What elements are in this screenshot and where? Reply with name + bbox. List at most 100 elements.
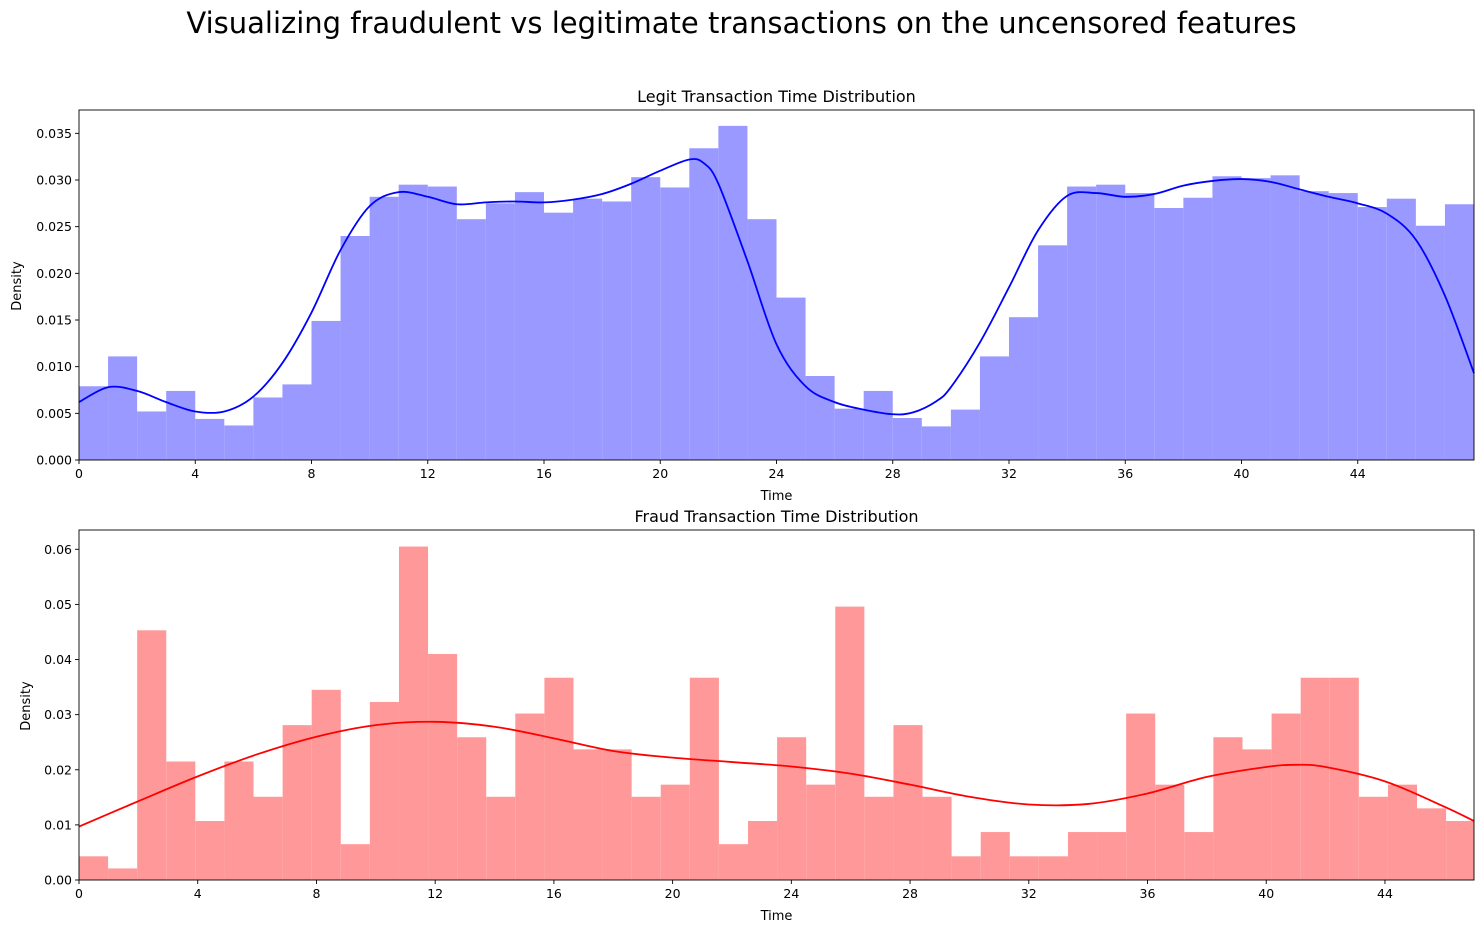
fraud-bar — [1213, 737, 1243, 880]
fraud-bar — [340, 844, 370, 880]
legit-bar — [1067, 186, 1097, 460]
legit-bar — [979, 356, 1009, 460]
legit-bar — [1125, 193, 1155, 460]
fraud-bar — [835, 606, 865, 880]
fraud-bar — [1242, 749, 1272, 880]
legit-bar — [1183, 197, 1213, 461]
legit-y-tick-label: 0.020 — [36, 266, 72, 281]
fraud-bar — [893, 725, 923, 880]
legit-x-axis-label: Time — [760, 489, 793, 504]
legit-x-tick-label: 4 — [191, 466, 199, 481]
fraud-kde-line — [78, 720, 1475, 828]
fraud-bar — [108, 868, 138, 880]
fraud-axes-frame — [78, 529, 1475, 881]
fraud-y-tick-label: 0.06 — [44, 542, 72, 557]
fraud-x-tick-label: 44 — [1377, 886, 1393, 901]
fraud-x-tick-label: 24 — [783, 886, 799, 901]
fraud-bar — [602, 749, 632, 880]
fraud-bar — [951, 856, 981, 880]
fraud-bar — [79, 856, 109, 880]
legit-x-tick-label: 40 — [1234, 466, 1250, 481]
fraud-x-tick-label: 8 — [312, 886, 320, 901]
legit-bar — [950, 409, 980, 460]
fraud-y-axis-label: Density — [19, 681, 34, 731]
legit-x-tick-label: 0 — [75, 466, 83, 481]
legit-bar — [282, 384, 312, 460]
legit-bar — [1038, 245, 1068, 460]
legit-y-tick-label: 0.010 — [36, 359, 72, 374]
legit-bar — [573, 198, 603, 461]
legit-bar — [1357, 207, 1387, 460]
fraud-y-tick-label: 0.05 — [44, 597, 72, 612]
legit-bar — [195, 418, 225, 460]
legit-x-tick-label: 28 — [885, 466, 901, 481]
fraud-bar — [1009, 856, 1039, 880]
fraud-bar — [718, 844, 749, 880]
fraud-bar — [806, 784, 836, 880]
legit-bar — [631, 177, 661, 460]
legit-y-tick-label: 0.035 — [36, 126, 72, 141]
legit-bar — [1241, 178, 1271, 460]
legit-bar — [805, 376, 835, 460]
legit-bar — [863, 390, 893, 460]
fraud-x-tick-label: 4 — [194, 886, 202, 901]
fraud-bar — [253, 796, 283, 880]
fraud-bar — [1038, 856, 1068, 880]
fraud-bar — [689, 677, 719, 880]
fraud-bar — [1067, 832, 1098, 880]
fraud-y-tick-label: 0.04 — [44, 652, 72, 667]
fraud-bar — [1097, 832, 1127, 880]
legit-bar — [369, 196, 399, 461]
legit-x-tick-label: 36 — [1117, 466, 1133, 481]
legit-kde-line — [78, 158, 1475, 416]
legit-bar — [892, 418, 922, 460]
fraud-bar — [1358, 796, 1388, 880]
fraud-panel: Fraud Transaction Time Distribution Time… — [19, 507, 1475, 924]
legit-bar — [1328, 193, 1358, 460]
fraud-x-tick-label: 32 — [1021, 886, 1037, 901]
legit-y-tick-label: 0.030 — [36, 173, 72, 188]
fraud-bar — [922, 796, 952, 880]
fraud-bar — [369, 701, 399, 880]
fraud-bar — [1300, 677, 1330, 880]
legit-bar — [921, 426, 951, 460]
legit-bar — [1096, 184, 1126, 461]
legit-bar — [224, 425, 254, 460]
fraud-bar — [980, 832, 1010, 880]
fraud-x-tick-label: 40 — [1258, 886, 1274, 901]
fraud-bar — [166, 761, 196, 880]
legit-bar — [398, 184, 428, 461]
fraud-bar — [573, 749, 603, 880]
fraud-bar — [1271, 713, 1301, 880]
legit-bar — [834, 408, 864, 460]
legit-x-tick-label: 16 — [536, 466, 552, 481]
figure-title: Visualizing fraudulent vs legitimate tra… — [186, 6, 1296, 40]
fraud-bar — [1329, 677, 1359, 880]
fraud-bar — [1184, 832, 1214, 880]
legit-bar — [1270, 175, 1300, 460]
fraud-y-tick-label: 0.01 — [44, 817, 72, 832]
fraud-x-tick-label: 16 — [546, 886, 562, 901]
legit-panel: Legit Transaction Time Distribution Time… — [10, 87, 1475, 504]
legit-bar — [776, 297, 806, 460]
fraud-bar — [282, 725, 312, 880]
fraud-bar — [224, 761, 254, 880]
fraud-bars — [79, 546, 1474, 880]
fraud-bar — [137, 630, 167, 880]
legit-x-tick-label: 8 — [308, 466, 316, 481]
fraud-y-tick-label: 0.03 — [44, 707, 72, 722]
fraud-bar — [748, 821, 778, 880]
fraud-x-axis-label: Time — [760, 909, 793, 924]
legit-bar — [514, 192, 544, 460]
legit-bar — [166, 390, 196, 460]
fraud-x-tick-label: 28 — [902, 886, 918, 901]
legit-x-tick-label: 12 — [420, 466, 436, 481]
legit-x-tick-label: 32 — [1001, 466, 1017, 481]
legit-y-tick-label: 0.015 — [36, 313, 72, 328]
legit-y-tick-label: 0.000 — [36, 453, 72, 468]
fraud-bar — [660, 784, 690, 880]
fraud-bar — [544, 677, 574, 880]
fraud-x-tick-label: 36 — [1140, 886, 1156, 901]
legit-panel-title: Legit Transaction Time Distribution — [637, 87, 916, 106]
legit-bar — [718, 125, 748, 461]
